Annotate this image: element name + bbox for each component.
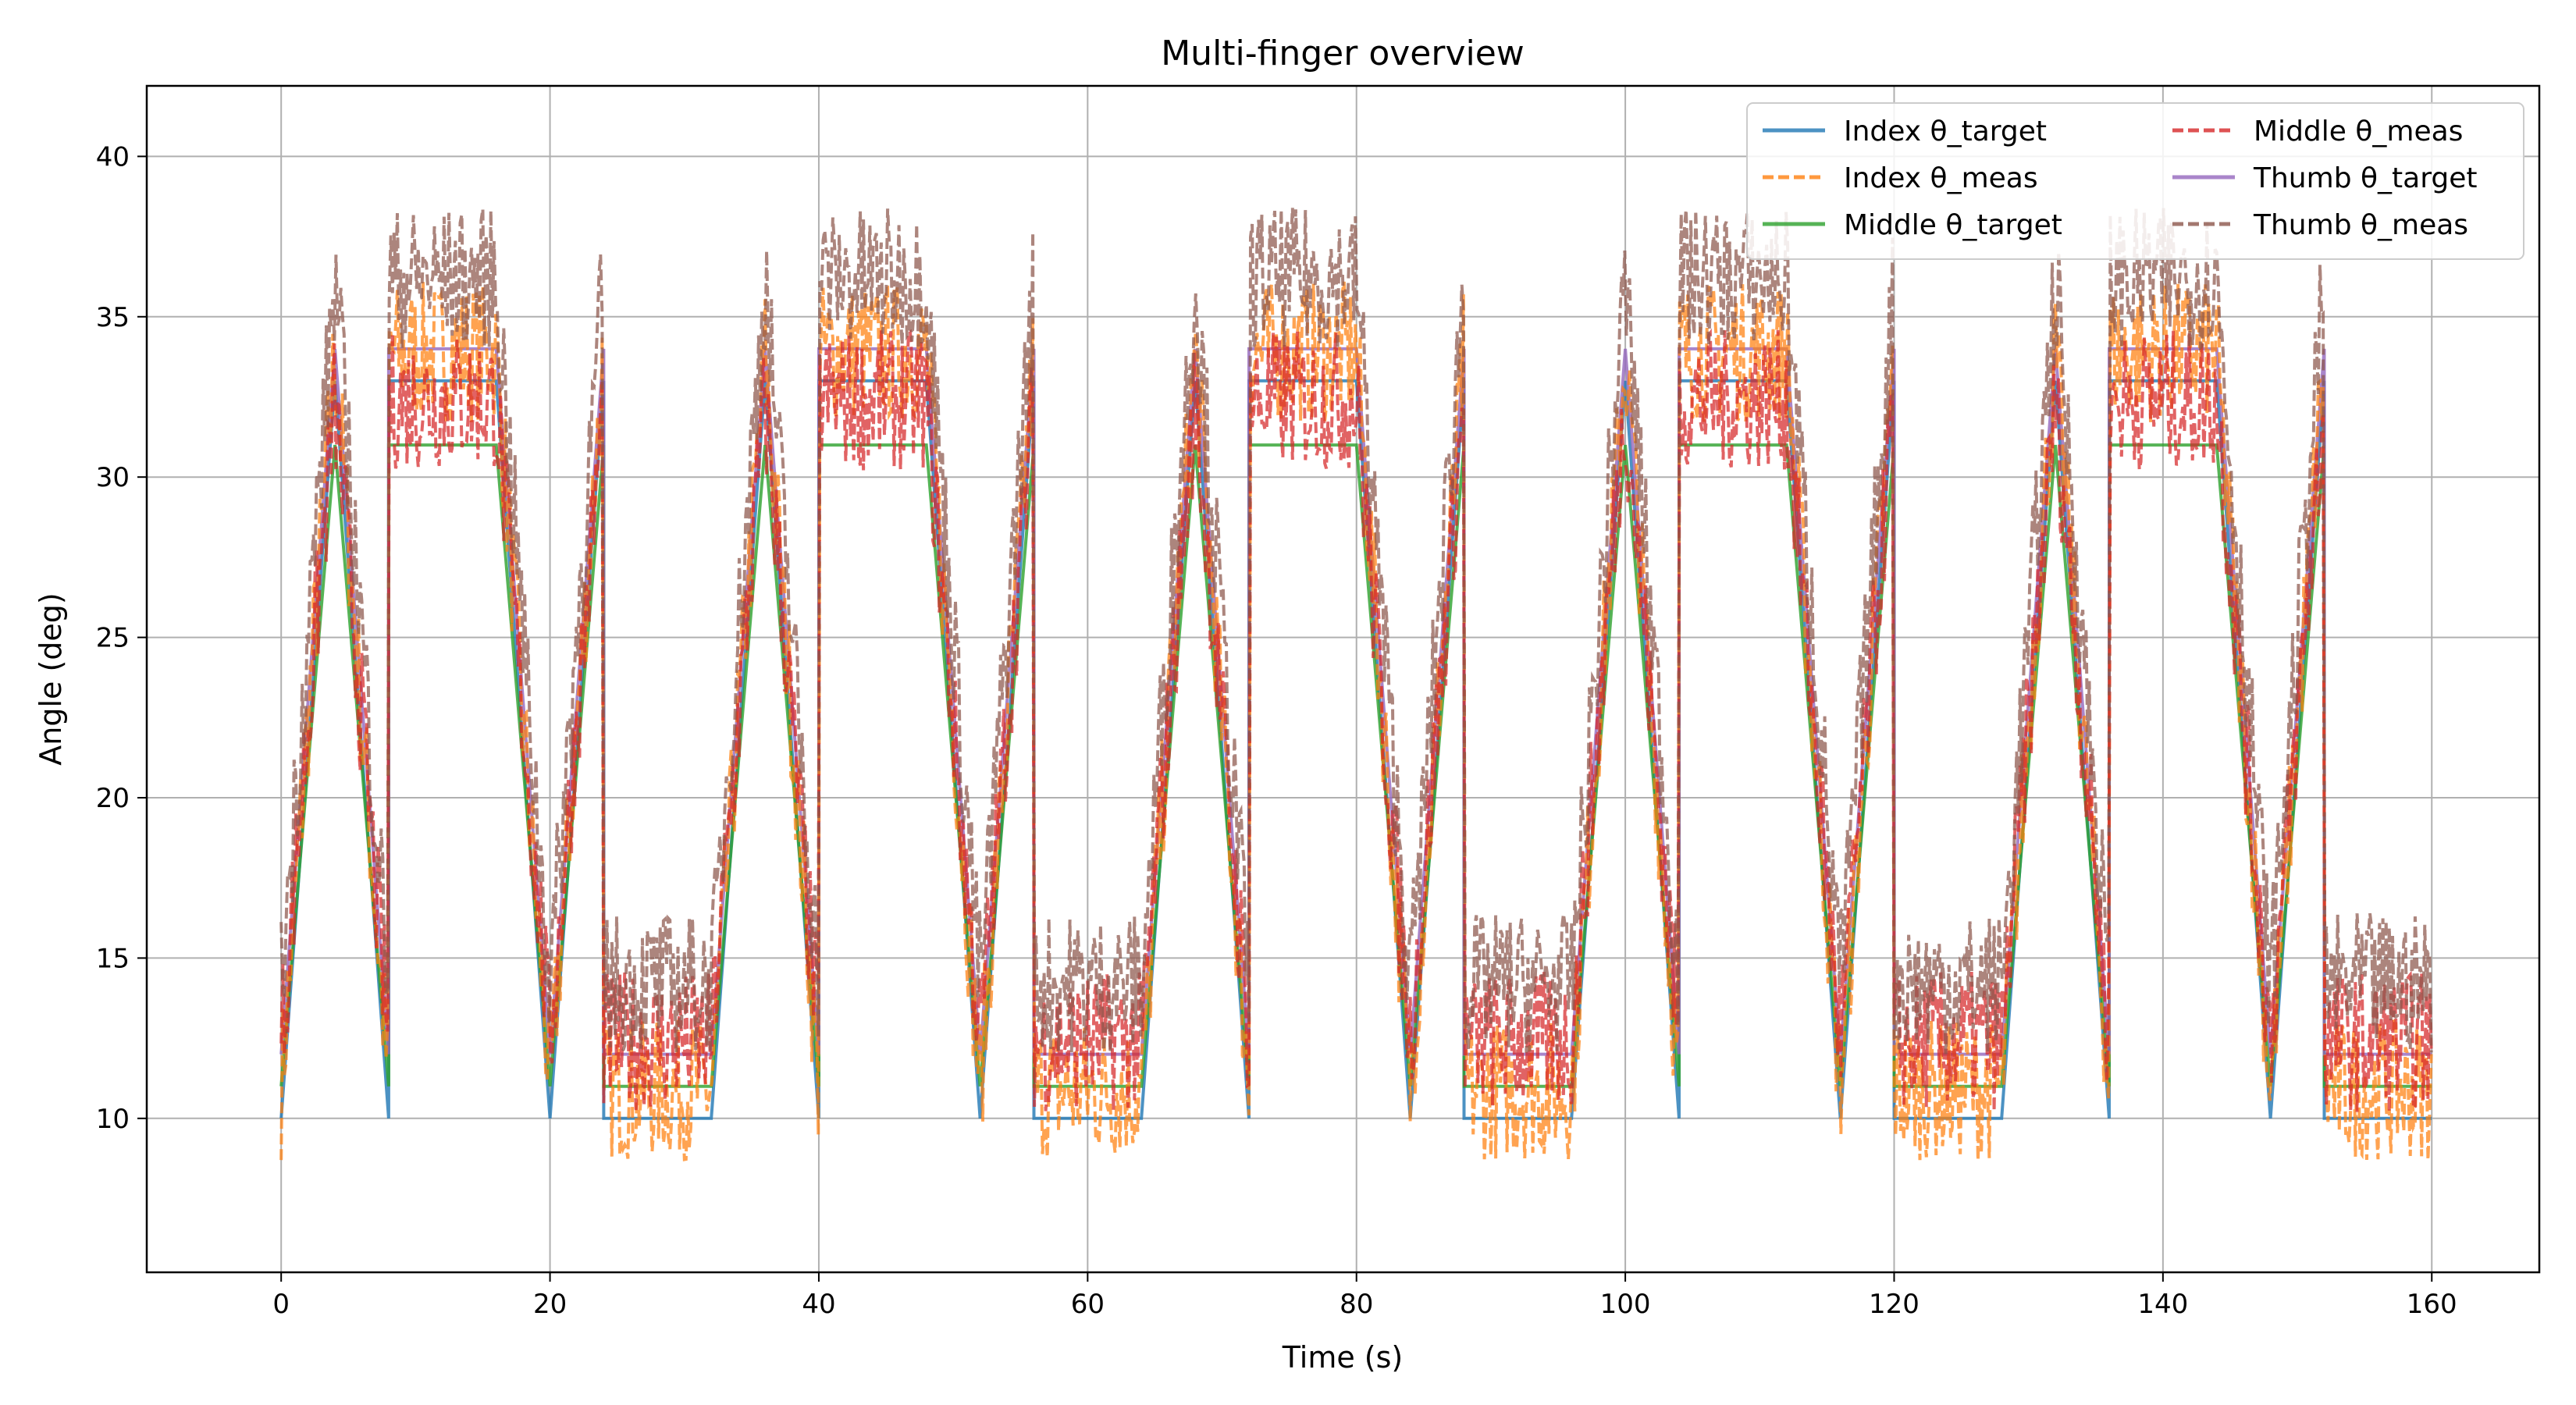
x-tick-label: 80 [1340, 1289, 1373, 1320]
series-line-thumb-meas [279, 208, 2433, 1055]
x-tick-label: 120 [1869, 1289, 1920, 1320]
chart-title: Multi-finger overview [1161, 34, 1525, 73]
series-layer [279, 208, 2433, 1161]
y-tick-label: 35 [96, 302, 130, 333]
legend-label: Middle θ_meas [2254, 116, 2463, 148]
legend: Index θ_target Index θ_meas Middle θ_targe… [1746, 102, 2524, 260]
legend-label: Thumb θ_target [2253, 162, 2477, 194]
x-tick-label: 20 [533, 1289, 567, 1320]
x-tick-label: 40 [802, 1289, 835, 1320]
plot-frame [145, 84, 2541, 1274]
legend-label: Thumb θ_meas [2253, 209, 2468, 241]
y-tick-label: 30 [96, 462, 130, 493]
y-axis: 10 15 20 25 30 35 40 [96, 141, 147, 1135]
y-tick-label: 40 [96, 141, 130, 173]
x-tick-label: 160 [2407, 1289, 2457, 1320]
x-axis: 0 20 40 60 80 100 120 140 160 [272, 1272, 2457, 1320]
x-axis-label: Time (s) [1282, 1340, 1404, 1375]
series-line-middle-meas [279, 328, 2433, 1113]
x-tick-label: 0 [272, 1289, 290, 1320]
legend-label: Index θ_target [1844, 116, 2047, 148]
x-tick-label: 100 [1600, 1289, 1651, 1320]
y-tick-label: 20 [96, 783, 130, 814]
legend-box [1746, 102, 2524, 260]
y-tick-label: 15 [96, 943, 130, 974]
legend-label: Middle θ_target [1844, 209, 2062, 241]
legend-label: Index θ_meas [1844, 162, 2038, 194]
y-tick-label: 10 [96, 1104, 130, 1135]
x-tick-label: 140 [2137, 1289, 2188, 1320]
y-tick-label: 25 [96, 623, 130, 654]
x-tick-label: 60 [1071, 1289, 1105, 1320]
y-axis-label: Angle (deg) [34, 592, 68, 766]
